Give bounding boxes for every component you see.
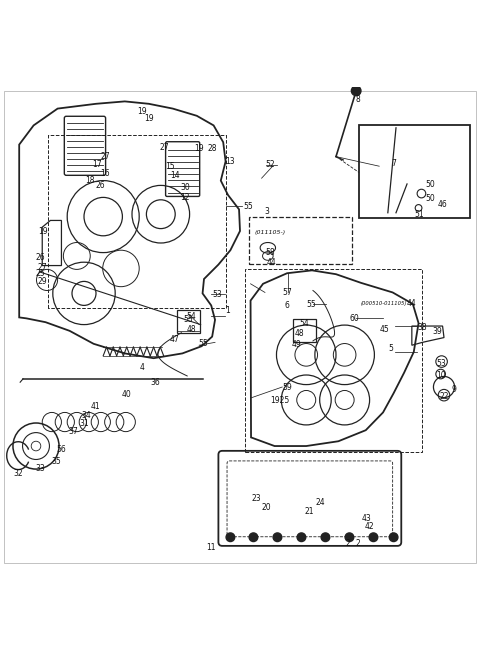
Text: 35: 35 [52, 457, 61, 466]
Text: 52: 52 [265, 160, 275, 169]
Text: 58: 58 [265, 248, 275, 257]
Text: 28: 28 [208, 144, 217, 153]
Text: 59: 59 [282, 383, 292, 392]
Text: 44: 44 [407, 300, 417, 309]
Text: 25: 25 [35, 269, 45, 278]
Text: 46: 46 [438, 200, 447, 209]
Circle shape [249, 533, 258, 542]
Text: 19: 19 [38, 226, 48, 235]
Text: 55: 55 [244, 201, 253, 211]
Text: 27: 27 [101, 152, 110, 161]
Text: 4: 4 [139, 364, 144, 372]
Text: 41: 41 [90, 402, 100, 411]
Text: 19: 19 [144, 114, 154, 123]
Text: 7: 7 [391, 160, 396, 168]
Text: 15: 15 [166, 162, 175, 171]
Circle shape [369, 533, 378, 542]
Text: 3: 3 [264, 207, 269, 216]
Text: 54: 54 [299, 319, 309, 328]
Text: 18: 18 [85, 176, 95, 185]
Text: 20: 20 [262, 502, 271, 511]
Text: 13: 13 [226, 157, 235, 166]
Text: 53: 53 [213, 290, 222, 299]
Text: 26: 26 [96, 181, 106, 190]
Text: 56: 56 [57, 445, 66, 454]
Text: 50: 50 [426, 194, 435, 203]
Text: 12: 12 [180, 193, 190, 202]
Text: 9: 9 [451, 385, 456, 394]
Text: 1: 1 [226, 305, 230, 315]
Text: 2: 2 [355, 540, 360, 549]
Text: 22: 22 [439, 392, 449, 401]
Circle shape [273, 533, 282, 542]
Text: 14: 14 [170, 171, 180, 181]
Text: 47: 47 [169, 334, 179, 343]
Text: 6: 6 [285, 301, 289, 310]
Text: (011105-): (011105-) [254, 230, 286, 235]
Text: 32: 32 [13, 469, 23, 478]
Text: 54: 54 [186, 312, 196, 321]
Text: 36: 36 [150, 378, 160, 387]
Text: 55: 55 [198, 339, 208, 349]
Text: 23: 23 [251, 494, 261, 504]
Circle shape [297, 533, 306, 542]
Text: 33: 33 [35, 464, 45, 473]
Text: 53: 53 [437, 358, 446, 368]
Text: 50: 50 [426, 180, 435, 189]
Text: 5: 5 [389, 344, 394, 353]
Text: 43: 43 [361, 513, 371, 523]
Text: 27: 27 [37, 262, 47, 271]
Text: 42: 42 [365, 522, 374, 530]
Text: 27: 27 [160, 143, 169, 152]
Text: 44: 44 [266, 258, 276, 267]
Text: 34: 34 [82, 411, 91, 421]
Text: (000510-011105): (000510-011105) [361, 300, 407, 305]
Circle shape [345, 533, 354, 542]
Text: 51: 51 [414, 210, 424, 218]
Text: 30: 30 [180, 183, 190, 192]
Text: 16: 16 [100, 169, 109, 178]
Text: 31: 31 [79, 419, 89, 428]
Text: 2: 2 [346, 540, 350, 549]
Text: 55: 55 [306, 300, 316, 309]
Text: 55: 55 [184, 315, 193, 324]
Text: 11: 11 [206, 543, 216, 552]
Text: 17: 17 [93, 160, 102, 169]
Text: 60: 60 [349, 314, 359, 323]
Text: 40: 40 [121, 390, 131, 399]
Text: 39: 39 [432, 327, 442, 336]
Text: 21: 21 [305, 508, 314, 516]
Text: 38: 38 [418, 322, 427, 332]
Text: 57: 57 [282, 288, 292, 297]
Circle shape [351, 86, 361, 95]
Text: 29: 29 [37, 277, 47, 286]
Circle shape [389, 533, 398, 542]
Circle shape [226, 533, 235, 542]
Text: 19: 19 [194, 144, 204, 153]
Text: 37: 37 [69, 426, 78, 436]
Text: 1925: 1925 [270, 396, 289, 405]
Circle shape [321, 533, 330, 542]
Text: 8: 8 [355, 94, 360, 103]
Text: 26: 26 [35, 253, 45, 262]
Text: 49: 49 [292, 340, 301, 349]
Text: 19: 19 [137, 107, 146, 116]
Text: 10: 10 [436, 371, 445, 379]
Text: 48: 48 [186, 325, 196, 334]
Text: 48: 48 [294, 329, 304, 337]
Text: 24: 24 [316, 498, 325, 507]
Text: 45: 45 [379, 325, 389, 334]
